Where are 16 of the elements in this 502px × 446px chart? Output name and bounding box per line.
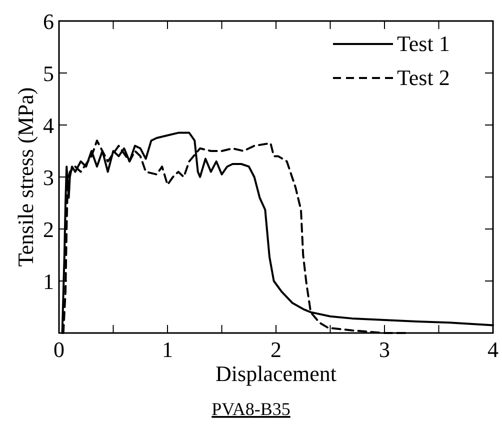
x-tick-label: 1 [162,337,173,362]
x-tick-label: 4 [488,337,498,362]
text: PVA8-B35 [212,399,290,419]
y-axis-title: Tensile stress (MPa) [13,87,38,267]
x-tick-label: 3 [379,337,390,362]
x-tick-label: 2 [270,337,282,362]
y-tick-label: 4 [43,113,54,138]
y-tick-label: 6 [43,9,54,34]
x-tick-label: 0 [54,337,64,362]
y-tick-label: 5 [43,61,54,86]
legend-label: Test 2 [397,65,450,90]
legend-label: Test 1 [397,31,450,56]
y-tick-label: 3 [43,165,54,190]
x-axis-title: Displacement [216,361,336,386]
y-tick-label: 1 [43,269,54,294]
y-tick-label: 2 [43,217,54,242]
